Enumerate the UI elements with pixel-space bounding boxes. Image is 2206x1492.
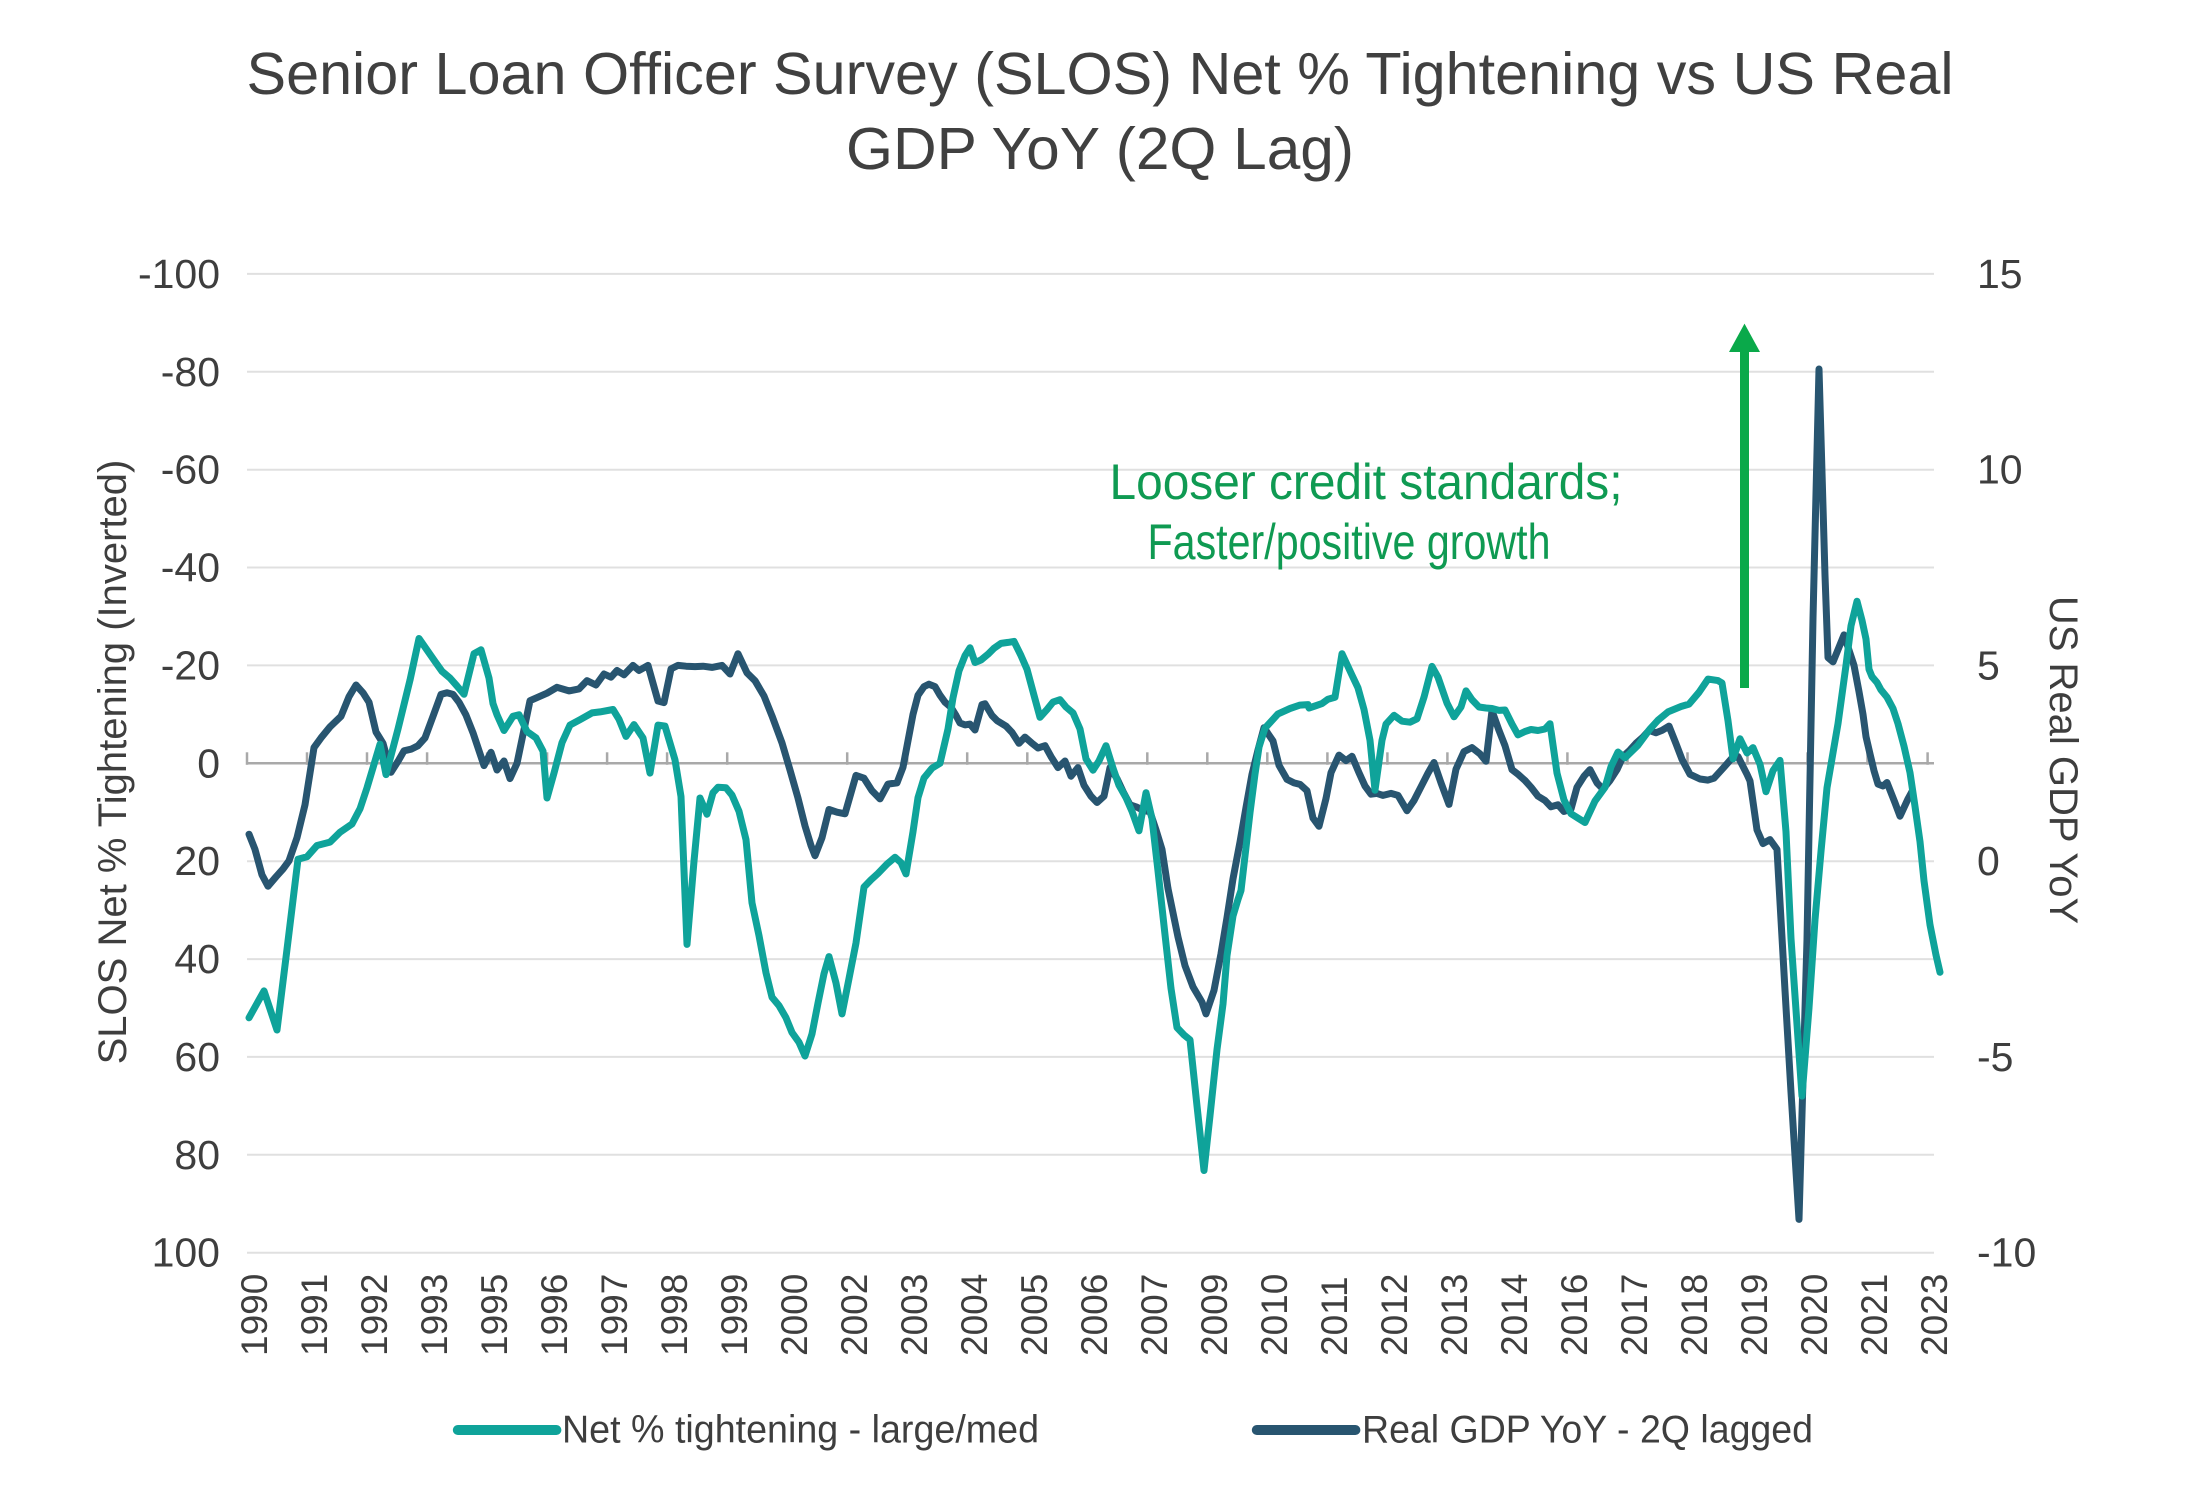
svg-text:Senior Loan Officer Survey (SL: Senior Loan Officer Survey (SLOS) Net % … — [247, 41, 1954, 107]
svg-text:2002: 2002 — [834, 1274, 875, 1356]
svg-text:15: 15 — [1977, 251, 2023, 297]
svg-text:2010: 2010 — [1254, 1274, 1295, 1356]
svg-text:-20: -20 — [161, 642, 220, 688]
svg-text:1998: 1998 — [654, 1274, 695, 1356]
svg-text:10: 10 — [1977, 447, 2023, 493]
svg-text:2000: 2000 — [774, 1274, 815, 1356]
svg-text:2019: 2019 — [1734, 1274, 1775, 1356]
svg-text:-10: -10 — [1977, 1230, 2036, 1276]
svg-text:-5: -5 — [1977, 1034, 2013, 1080]
svg-text:2021: 2021 — [1854, 1274, 1895, 1356]
svg-text:Looser credit standards;: Looser credit standards; — [1110, 454, 1623, 510]
svg-text:5: 5 — [1977, 642, 2000, 688]
svg-text:-60: -60 — [161, 447, 220, 493]
svg-text:20: 20 — [174, 838, 220, 884]
svg-text:60: 60 — [174, 1034, 220, 1080]
svg-text:-40: -40 — [161, 545, 220, 591]
svg-text:0: 0 — [1977, 838, 2000, 884]
svg-text:1992: 1992 — [354, 1274, 395, 1356]
svg-text:2020: 2020 — [1794, 1274, 1835, 1356]
svg-text:2006: 2006 — [1074, 1274, 1115, 1356]
svg-text:2005: 2005 — [1014, 1274, 1055, 1356]
svg-text:SLOS Net % Tightening (Inverte: SLOS Net % Tightening (Inverted) — [91, 460, 135, 1065]
svg-text:1990: 1990 — [234, 1274, 275, 1356]
svg-text:Real GDP YoY - 2Q lagged: Real GDP YoY - 2Q lagged — [1362, 1409, 1813, 1452]
svg-text:Faster/positive growth: Faster/positive growth — [1148, 514, 1551, 570]
svg-text:2018: 2018 — [1674, 1274, 1715, 1356]
svg-text:2011: 2011 — [1314, 1276, 1355, 1356]
svg-text:2007: 2007 — [1134, 1274, 1175, 1356]
svg-text:2013: 2013 — [1434, 1274, 1475, 1356]
svg-text:-80: -80 — [161, 349, 220, 395]
svg-text:1993: 1993 — [414, 1274, 455, 1356]
svg-text:2016: 2016 — [1554, 1274, 1595, 1356]
svg-text:80: 80 — [174, 1132, 220, 1178]
svg-text:US Real GDP YoY: US Real GDP YoY — [2041, 596, 2085, 924]
svg-text:2009: 2009 — [1194, 1274, 1235, 1356]
svg-text:1995: 1995 — [474, 1274, 515, 1356]
svg-text:2004: 2004 — [954, 1274, 995, 1356]
svg-text:1997: 1997 — [594, 1274, 635, 1356]
svg-text:2003: 2003 — [894, 1274, 935, 1356]
svg-text:1991: 1991 — [294, 1274, 335, 1356]
svg-text:2023: 2023 — [1914, 1274, 1955, 1356]
svg-text:100: 100 — [152, 1230, 220, 1276]
svg-text:2012: 2012 — [1374, 1274, 1415, 1356]
svg-text:2014: 2014 — [1494, 1274, 1535, 1356]
svg-text:-100: -100 — [138, 251, 220, 297]
svg-text:GDP YoY (2Q Lag): GDP YoY (2Q Lag) — [846, 116, 1354, 182]
svg-text:Net % tightening - large/med: Net % tightening - large/med — [562, 1409, 1039, 1452]
svg-text:0: 0 — [197, 740, 220, 786]
svg-text:1999: 1999 — [714, 1274, 755, 1356]
svg-text:1996: 1996 — [534, 1274, 575, 1356]
svg-text:40: 40 — [174, 936, 220, 982]
svg-text:2017: 2017 — [1614, 1274, 1655, 1356]
